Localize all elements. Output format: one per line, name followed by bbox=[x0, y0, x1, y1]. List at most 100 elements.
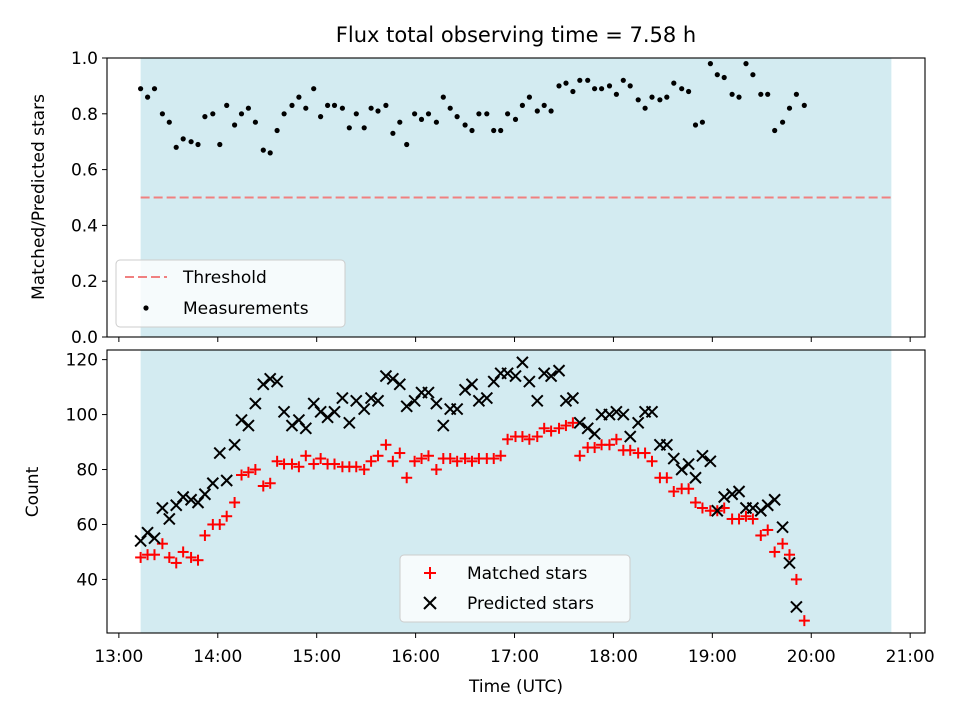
top-panel: 0.0 0.2 0.4 0.6 0.8 1.0 Flux total observing … bbox=[29, 23, 926, 348]
bottom-y-tick-label: 60 bbox=[76, 515, 98, 535]
measurement-point bbox=[368, 105, 374, 111]
predicted-star-point bbox=[270, 375, 284, 388]
top-x-ticks bbox=[118, 337, 911, 342]
measurement-point bbox=[541, 102, 547, 108]
predicted-star-point bbox=[379, 369, 393, 383]
predicted-star-point bbox=[704, 455, 717, 468]
matched-star-point bbox=[523, 433, 535, 445]
x-tick-label: 14:00 bbox=[193, 647, 242, 667]
matched-star-point bbox=[350, 461, 362, 473]
predicted-star-point bbox=[206, 477, 220, 490]
predicted-star-point bbox=[761, 499, 774, 512]
predicted-star-point bbox=[364, 391, 378, 405]
top-legend-box bbox=[115, 259, 346, 328]
predicted-star-point bbox=[198, 488, 212, 501]
predicted-star-point bbox=[537, 367, 551, 380]
matched-star-point bbox=[380, 439, 392, 451]
predicted-star-point bbox=[480, 391, 494, 405]
measurement-point bbox=[606, 83, 613, 89]
x-tick-label: 17:00 bbox=[490, 647, 539, 667]
legend-threshold-label: Threshold bbox=[182, 268, 267, 288]
measurement-point bbox=[274, 127, 280, 134]
measurement-point bbox=[613, 91, 620, 97]
predicted-star-point bbox=[581, 422, 594, 435]
measurement-point bbox=[210, 111, 216, 117]
measurement-point bbox=[620, 77, 626, 83]
x-tick-label: 20:00 bbox=[787, 647, 836, 667]
measurement-point bbox=[635, 97, 641, 103]
matched-star-point bbox=[286, 458, 298, 470]
predicted-star-point bbox=[573, 416, 587, 430]
matched-star-point bbox=[790, 573, 802, 585]
matched-star-point bbox=[488, 453, 500, 465]
measurement-point bbox=[592, 86, 598, 92]
predicted-star-point bbox=[588, 427, 601, 441]
predicted-star-point bbox=[624, 430, 637, 443]
measurement-point bbox=[772, 127, 778, 134]
measurement-point bbox=[173, 144, 179, 150]
measurement-point bbox=[440, 94, 446, 100]
matched-star-point bbox=[502, 433, 514, 445]
x-tick-label: 18:00 bbox=[589, 647, 638, 667]
legend-matched-swatch bbox=[424, 567, 436, 579]
measurement-point bbox=[801, 102, 807, 108]
measurement-point bbox=[296, 94, 302, 100]
measurement-point bbox=[397, 119, 403, 125]
predicted-star-point bbox=[393, 378, 406, 391]
matched-star-point bbox=[394, 447, 406, 459]
predicted-star-point bbox=[400, 400, 413, 413]
predicted-star-point bbox=[213, 446, 226, 460]
predicted-star-point bbox=[544, 369, 558, 383]
predicted-star-point bbox=[386, 372, 400, 386]
top-plot-frame bbox=[106, 57, 926, 338]
predicted-star-point bbox=[371, 394, 385, 408]
matched-star-point bbox=[372, 450, 384, 462]
predicted-star-point bbox=[299, 422, 313, 435]
measurement-point bbox=[252, 119, 258, 125]
matched-star-point bbox=[416, 453, 428, 465]
matched-star-point bbox=[574, 450, 586, 462]
bottom-y-axis-label: Count bbox=[23, 466, 43, 517]
predicted-star-point bbox=[509, 369, 522, 383]
measurement-point bbox=[548, 108, 554, 114]
matched-star-point bbox=[603, 439, 615, 451]
measurement-point bbox=[166, 119, 172, 125]
measurement-point bbox=[714, 72, 720, 78]
predicted-star-point bbox=[552, 364, 566, 377]
matched-star-point bbox=[798, 615, 810, 627]
predicted-star-point bbox=[667, 452, 680, 465]
bottom-y-tick-label: 80 bbox=[76, 461, 98, 481]
measurement-point bbox=[447, 105, 453, 111]
matched-star-point bbox=[516, 431, 528, 443]
matched-star-point bbox=[163, 551, 175, 563]
measurement-point bbox=[743, 61, 749, 67]
measurement-point bbox=[534, 108, 540, 114]
matched-star-point bbox=[177, 546, 189, 558]
predicted-star-point bbox=[184, 493, 198, 506]
predicted-star-point bbox=[472, 394, 486, 408]
matched-star-point bbox=[300, 450, 312, 462]
matched-star-point bbox=[495, 450, 507, 462]
predicted-star-point bbox=[285, 419, 299, 432]
measurement-point bbox=[281, 111, 287, 117]
predicted-star-point bbox=[357, 402, 371, 416]
measurement-point bbox=[765, 91, 771, 97]
matched-star-point bbox=[560, 420, 572, 432]
measurement-point bbox=[577, 77, 583, 83]
matched-star-point bbox=[466, 455, 478, 467]
top-y-tick-label: 0.8 bbox=[71, 105, 98, 125]
matched-star-point bbox=[545, 425, 557, 437]
predicted-star-point bbox=[754, 504, 768, 517]
measurement-point bbox=[491, 127, 497, 134]
matched-star-point bbox=[236, 469, 248, 481]
measurement-point bbox=[267, 150, 273, 156]
predicted-star-point bbox=[566, 391, 580, 405]
measurement-point bbox=[627, 83, 633, 89]
measurement-point bbox=[433, 119, 439, 125]
bottom-y-tick-label: 120 bbox=[66, 351, 98, 371]
measurement-point bbox=[145, 94, 151, 100]
measurement-point bbox=[707, 61, 714, 67]
matched-star-point bbox=[589, 442, 601, 454]
predicted-star-point bbox=[531, 394, 544, 408]
predicted-star-point bbox=[645, 405, 659, 419]
